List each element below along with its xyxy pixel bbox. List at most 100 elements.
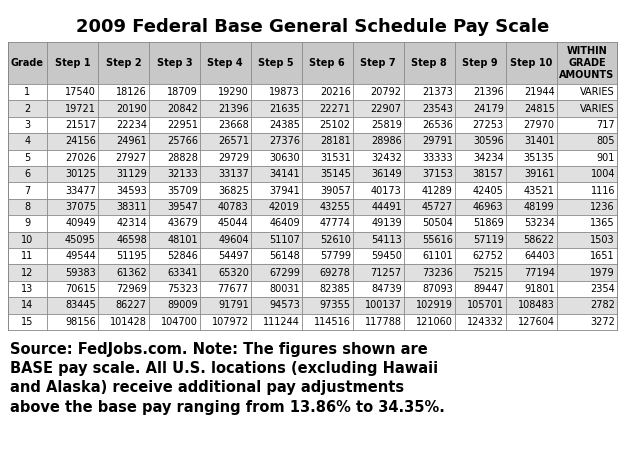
- Text: 21396: 21396: [218, 104, 249, 113]
- Text: VARIES: VARIES: [581, 87, 615, 97]
- Bar: [8, 232, 617, 248]
- Text: 65320: 65320: [218, 268, 249, 278]
- Text: 48101: 48101: [168, 235, 198, 245]
- Text: 22907: 22907: [371, 104, 402, 113]
- Text: 19873: 19873: [269, 87, 300, 97]
- Text: 23668: 23668: [218, 120, 249, 130]
- Text: 2009 Federal Base General Schedule Pay Scale: 2009 Federal Base General Schedule Pay S…: [76, 18, 549, 36]
- Text: 34141: 34141: [269, 169, 300, 179]
- Text: 57799: 57799: [320, 251, 351, 261]
- Text: 45044: 45044: [218, 219, 249, 228]
- Text: 55616: 55616: [422, 235, 452, 245]
- Text: 111244: 111244: [263, 317, 300, 327]
- Bar: [8, 281, 617, 297]
- Text: 10: 10: [21, 235, 34, 245]
- Text: 117788: 117788: [365, 317, 402, 327]
- Text: 24815: 24815: [524, 104, 554, 113]
- Text: Step 7: Step 7: [361, 58, 396, 68]
- Text: 89009: 89009: [168, 300, 198, 310]
- Text: 69278: 69278: [320, 268, 351, 278]
- Bar: [8, 117, 617, 133]
- Text: 67299: 67299: [269, 268, 300, 278]
- Bar: [8, 133, 617, 150]
- Bar: [8, 313, 617, 330]
- Text: 44491: 44491: [371, 202, 402, 212]
- Text: 84739: 84739: [371, 284, 402, 294]
- Text: 33137: 33137: [218, 169, 249, 179]
- Bar: [8, 199, 617, 215]
- Text: 73236: 73236: [422, 268, 452, 278]
- Text: 62752: 62752: [472, 251, 504, 261]
- Text: 33333: 33333: [422, 153, 452, 163]
- Text: 34234: 34234: [473, 153, 504, 163]
- Text: 43521: 43521: [524, 186, 554, 195]
- Text: 61101: 61101: [422, 251, 452, 261]
- Text: 39547: 39547: [167, 202, 198, 212]
- Text: 72969: 72969: [116, 284, 147, 294]
- Text: 26571: 26571: [217, 137, 249, 146]
- Text: 104700: 104700: [161, 317, 198, 327]
- Text: 86227: 86227: [116, 300, 147, 310]
- Text: 40783: 40783: [218, 202, 249, 212]
- Text: 8: 8: [24, 202, 31, 212]
- Text: 102919: 102919: [416, 300, 452, 310]
- Text: 22271: 22271: [319, 104, 351, 113]
- Text: 49604: 49604: [218, 235, 249, 245]
- Text: 1116: 1116: [591, 186, 615, 195]
- Text: 31401: 31401: [524, 137, 554, 146]
- Text: 20792: 20792: [371, 87, 402, 97]
- Text: 94573: 94573: [269, 300, 300, 310]
- Text: 31129: 31129: [116, 169, 147, 179]
- Text: 52610: 52610: [320, 235, 351, 245]
- Text: 49544: 49544: [65, 251, 96, 261]
- Text: 717: 717: [596, 120, 615, 130]
- Text: 27927: 27927: [116, 153, 147, 163]
- Text: 12: 12: [21, 268, 34, 278]
- Text: 9: 9: [24, 219, 31, 228]
- Text: 48199: 48199: [524, 202, 554, 212]
- Text: 59450: 59450: [371, 251, 402, 261]
- Text: 91791: 91791: [218, 300, 249, 310]
- Text: Source: FedJobs.com. Note: The figures shown are
BASE pay scale. All U.S. locati: Source: FedJobs.com. Note: The figures s…: [10, 342, 445, 414]
- Bar: [8, 100, 617, 117]
- Text: 108483: 108483: [518, 300, 554, 310]
- Text: 20190: 20190: [116, 104, 147, 113]
- Text: 3272: 3272: [590, 317, 615, 327]
- Bar: [8, 166, 617, 182]
- Text: 43679: 43679: [167, 219, 198, 228]
- Text: 39161: 39161: [524, 169, 554, 179]
- Bar: [8, 215, 617, 232]
- Text: WITHIN
GRADE
AMOUNTS: WITHIN GRADE AMOUNTS: [559, 46, 614, 80]
- Text: 17540: 17540: [65, 87, 96, 97]
- Text: 32432: 32432: [371, 153, 402, 163]
- Text: 54497: 54497: [218, 251, 249, 261]
- Text: 7: 7: [24, 186, 31, 195]
- Text: 35145: 35145: [320, 169, 351, 179]
- Text: 42019: 42019: [269, 202, 300, 212]
- Text: 25766: 25766: [167, 137, 198, 146]
- Text: Step 4: Step 4: [208, 58, 243, 68]
- Text: 64403: 64403: [524, 251, 554, 261]
- Text: 42405: 42405: [472, 186, 504, 195]
- Text: 24156: 24156: [65, 137, 96, 146]
- Text: 54113: 54113: [371, 235, 402, 245]
- Text: 35135: 35135: [524, 153, 554, 163]
- Text: 2782: 2782: [590, 300, 615, 310]
- Text: 29729: 29729: [217, 153, 249, 163]
- Text: 40949: 40949: [65, 219, 96, 228]
- Text: 18126: 18126: [116, 87, 147, 97]
- Text: 3: 3: [24, 120, 31, 130]
- Text: 1979: 1979: [591, 268, 615, 278]
- Text: 82385: 82385: [320, 284, 351, 294]
- Text: 46598: 46598: [116, 235, 147, 245]
- Text: VARIES: VARIES: [581, 104, 615, 113]
- Text: 805: 805: [596, 137, 615, 146]
- Text: 127604: 127604: [518, 317, 554, 327]
- Bar: [8, 84, 617, 100]
- Text: 83445: 83445: [65, 300, 96, 310]
- Text: 105701: 105701: [467, 300, 504, 310]
- Text: 59383: 59383: [65, 268, 96, 278]
- Text: 1004: 1004: [591, 169, 615, 179]
- Text: 6: 6: [24, 169, 31, 179]
- Text: 24961: 24961: [116, 137, 147, 146]
